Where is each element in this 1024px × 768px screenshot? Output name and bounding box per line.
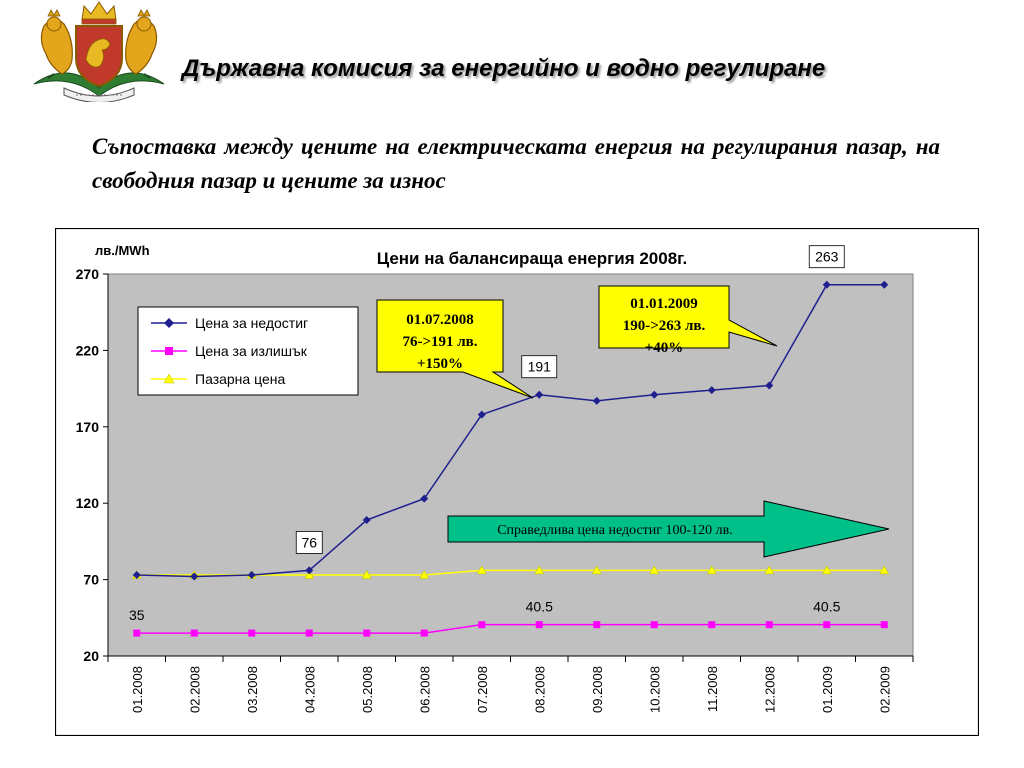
data-point bbox=[420, 494, 429, 503]
data-point bbox=[535, 621, 543, 629]
y-tick-label: 20 bbox=[83, 648, 99, 664]
legend-item-shortage: Цена за недостиг bbox=[151, 315, 308, 331]
callout-2-line-1: 01.01.2009 bbox=[630, 296, 698, 312]
series-line-2 bbox=[136, 569, 885, 576]
y-tick-label: 120 bbox=[76, 495, 100, 511]
data-point bbox=[363, 629, 371, 637]
right-arrow-icon bbox=[447, 500, 890, 558]
x-tick-label: 10.2008 bbox=[647, 666, 662, 713]
x-tick-label: 01.2008 bbox=[130, 666, 145, 713]
x-tick-label: 08.2008 bbox=[532, 666, 547, 713]
coat-of-arms-icon bbox=[33, 1, 165, 102]
data-point bbox=[535, 390, 544, 399]
data-point bbox=[190, 572, 199, 581]
legend-label-shortage: Цена за недостиг bbox=[195, 315, 308, 331]
data-label: 40.5 bbox=[526, 599, 553, 615]
callout-1-line-2: 76->191 лв. bbox=[402, 334, 477, 350]
legend-label-surplus: Цена за излишък bbox=[195, 343, 308, 359]
fair-price-arrow: Справедлива цена недостиг 100-120 лв. bbox=[447, 500, 890, 558]
legend-item-surplus: Цена за излишък bbox=[151, 343, 308, 359]
data-point bbox=[304, 570, 315, 579]
data-point bbox=[591, 565, 602, 575]
data-point bbox=[706, 565, 717, 575]
data-point bbox=[477, 410, 486, 419]
chart-title: Цени на балансираща енергия 2008г. bbox=[377, 249, 688, 268]
data-point bbox=[305, 566, 314, 575]
data-point bbox=[593, 621, 601, 629]
data-point bbox=[765, 621, 773, 629]
x-tick-label: 01.2009 bbox=[820, 666, 835, 713]
data-point bbox=[592, 396, 601, 405]
data-point bbox=[248, 629, 256, 637]
x-tick-label: 07.2008 bbox=[475, 666, 490, 713]
data-label: 76 bbox=[301, 534, 317, 550]
x-tick-label: 02.2008 bbox=[187, 666, 202, 713]
square-marker-icon bbox=[165, 347, 173, 355]
data-point bbox=[823, 621, 831, 629]
data-point bbox=[476, 565, 487, 575]
balancing-energy-chart: лв./MWh Цени на балансираща енергия 2008… bbox=[55, 228, 979, 736]
legend-label-market: Пазарна цена bbox=[195, 371, 285, 387]
legend-item-market: Пазарна цена bbox=[151, 371, 285, 387]
series-line-0 bbox=[136, 283, 885, 578]
x-tick-label: 03.2008 bbox=[245, 666, 260, 713]
x-tick-label: 05.2008 bbox=[360, 666, 375, 713]
data-point bbox=[880, 280, 889, 289]
data-point bbox=[247, 571, 256, 580]
data-point bbox=[305, 629, 313, 637]
data-point bbox=[650, 621, 658, 629]
y-tick-label: 170 bbox=[76, 419, 100, 435]
data-point bbox=[880, 621, 888, 629]
data-point bbox=[362, 516, 371, 525]
x-tick-label: 12.2008 bbox=[762, 666, 777, 713]
data-label: 191 bbox=[528, 359, 552, 375]
diamond-marker-icon bbox=[164, 318, 174, 328]
data-point bbox=[133, 629, 141, 637]
data-point bbox=[708, 621, 716, 629]
legend: Цена за недостиг Цена за излишък Пазарна… bbox=[137, 306, 359, 396]
data-point bbox=[650, 390, 659, 399]
x-tick-label: 11.2008 bbox=[705, 666, 720, 712]
data-point bbox=[879, 565, 890, 575]
data-point bbox=[649, 565, 660, 575]
callout-january-2009: 01.01.2009 190->263 лв. +40% bbox=[598, 285, 778, 356]
y-axis-label: лв./MWh bbox=[95, 243, 150, 258]
data-label-box bbox=[295, 531, 323, 554]
fair-price-label: Справедлива цена недостиг 100-120 лв. bbox=[497, 523, 733, 538]
data-label: 35 bbox=[129, 607, 145, 623]
data-label-box bbox=[521, 355, 558, 379]
slide-subtitle: Съпоставка между цените на електрическат… bbox=[92, 134, 940, 193]
data-point bbox=[707, 386, 716, 395]
y-tick-label: 220 bbox=[76, 342, 100, 358]
x-tick-label: 02.2009 bbox=[877, 666, 892, 713]
x-tick-label: 06.2008 bbox=[417, 666, 432, 713]
callout-2-line-2: 190->263 лв. bbox=[623, 318, 706, 334]
data-label-box bbox=[808, 245, 845, 269]
x-tick-label: 09.2008 bbox=[590, 666, 605, 713]
data-point bbox=[822, 280, 831, 289]
data-point bbox=[765, 381, 774, 390]
callout-july-2008: 01.07.2008 76->191 лв. +150% bbox=[376, 299, 534, 399]
data-point bbox=[361, 570, 372, 579]
data-point bbox=[190, 629, 198, 637]
organization-title: Държавна комисия за енергийно и водно ре… bbox=[182, 55, 826, 82]
callout-1-line-3: +150% bbox=[417, 356, 463, 372]
data-label: 40.5 bbox=[813, 599, 840, 615]
callout-1-line-1: 01.07.2008 bbox=[406, 312, 474, 328]
triangle-marker-icon bbox=[163, 373, 175, 384]
data-point bbox=[821, 565, 832, 575]
data-point bbox=[534, 565, 545, 575]
x-tick-label: 04.2008 bbox=[302, 666, 317, 713]
y-tick-label: 270 bbox=[76, 266, 100, 282]
data-point bbox=[420, 629, 428, 637]
data-label: 263 bbox=[815, 249, 839, 265]
data-point bbox=[132, 571, 141, 580]
data-point bbox=[419, 570, 430, 579]
series-line-1 bbox=[136, 623, 885, 634]
callout-2-line-3: +40% bbox=[645, 340, 684, 356]
y-tick-label: 70 bbox=[83, 572, 99, 588]
data-point bbox=[478, 621, 486, 629]
data-point bbox=[764, 565, 775, 575]
